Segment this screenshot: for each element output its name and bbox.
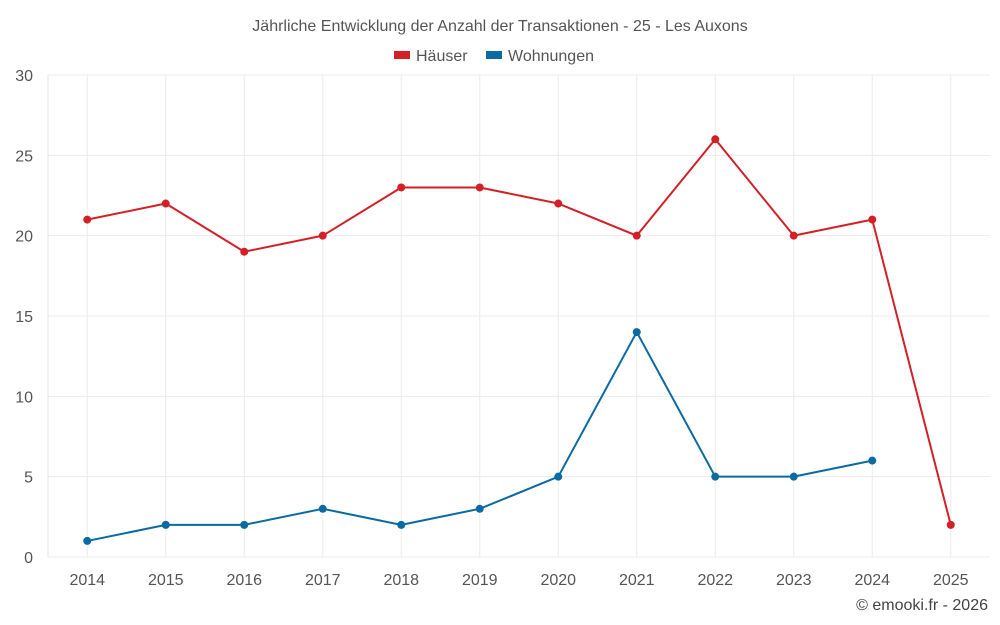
x-tick-label: 2016 [226, 572, 262, 589]
data-point-wohnungen-2018[interactable] [397, 520, 406, 529]
x-tick-label: 2014 [69, 572, 105, 589]
x-tick-label: 2022 [697, 572, 733, 589]
legend-label-wohnungen[interactable]: Wohnungen [508, 48, 594, 65]
x-tick-label: 2020 [540, 572, 576, 589]
data-point-wohnungen-2022[interactable] [711, 472, 720, 481]
data-point-haeuser-2015[interactable] [161, 199, 170, 208]
data-point-haeuser-2016[interactable] [240, 247, 249, 256]
data-point-haeuser-2019[interactable] [475, 183, 484, 192]
x-tick-label: 2018 [383, 572, 419, 589]
data-point-wohnungen-2020[interactable] [554, 472, 563, 481]
data-point-haeuser-2022[interactable] [711, 135, 720, 144]
legend-swatch-wohnungen[interactable] [486, 51, 502, 59]
legend: Häuser Wohnungen [394, 48, 594, 65]
data-point-wohnungen-2017[interactable] [318, 504, 327, 513]
x-tick-label: 2025 [933, 572, 969, 589]
chart-title: Jährliche Entwicklung der Anzahl der Tra… [252, 18, 747, 35]
x-tick-label: 2021 [619, 572, 655, 589]
x-tick-label: 2015 [148, 572, 184, 589]
data-point-wohnungen-2019[interactable] [475, 504, 484, 513]
legend-label-haeuser[interactable]: Häuser [416, 48, 468, 65]
legend-swatch-haeuser[interactable] [394, 51, 410, 59]
x-tick-label: 2023 [776, 572, 812, 589]
data-point-haeuser-2023[interactable] [789, 231, 798, 240]
data-point-wohnungen-2023[interactable] [789, 472, 798, 481]
y-tick-label: 15 [15, 309, 33, 326]
y-tick-label: 20 [15, 229, 33, 246]
data-point-wohnungen-2024[interactable] [868, 456, 877, 465]
data-point-haeuser-2014[interactable] [83, 215, 92, 224]
y-tick-label: 30 [15, 68, 33, 85]
data-point-haeuser-2017[interactable] [318, 231, 327, 240]
credit: © emooki.fr - 2026 [856, 597, 988, 614]
series [83, 135, 955, 545]
series-line-haeuser [87, 138, 952, 526]
y-tick-label: 0 [24, 550, 33, 567]
x-tick-label: 2024 [854, 572, 890, 589]
data-point-haeuser-2021[interactable] [632, 231, 641, 240]
data-point-haeuser-2025[interactable] [946, 520, 955, 529]
data-point-wohnungen-2021[interactable] [632, 328, 641, 337]
x-tick-label: 2017 [305, 572, 341, 589]
data-point-haeuser-2020[interactable] [554, 199, 563, 208]
y-tick-label: 10 [15, 389, 33, 406]
data-point-haeuser-2024[interactable] [868, 215, 877, 224]
y-tick-label: 5 [24, 470, 33, 487]
data-point-haeuser-2018[interactable] [397, 183, 406, 192]
x-tick-label: 2019 [462, 572, 498, 589]
data-point-wohnungen-2014[interactable] [83, 536, 92, 545]
grid [47, 74, 990, 558]
y-tick-label: 25 [15, 148, 33, 165]
data-point-wohnungen-2016[interactable] [240, 520, 249, 529]
data-point-wohnungen-2015[interactable] [161, 520, 170, 529]
